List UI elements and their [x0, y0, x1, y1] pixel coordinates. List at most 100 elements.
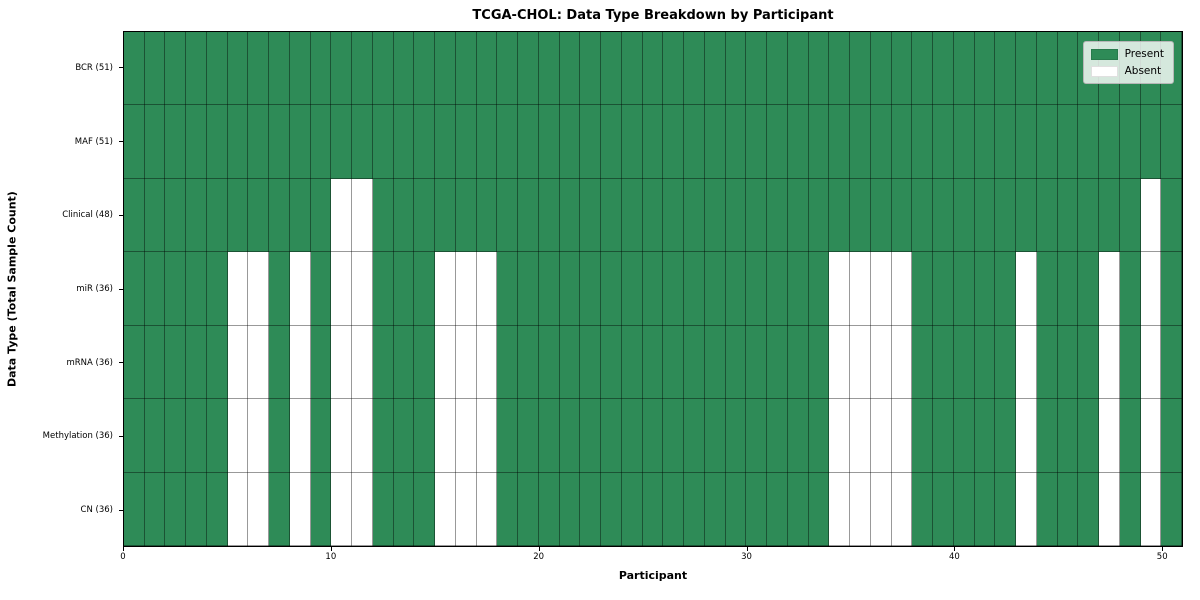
x-tick-label: 20: [533, 552, 545, 562]
heatmap-cell: [601, 325, 622, 400]
heatmap-cell: [186, 178, 207, 253]
heatmap-cell: [144, 105, 166, 179]
heatmap-cell: [144, 399, 166, 473]
heatmap-cell: [1099, 325, 1120, 400]
legend-swatch-present: [1090, 48, 1118, 60]
heatmap-cell: [538, 472, 560, 546]
heatmap-cell: [621, 472, 643, 546]
legend-label-absent: Absent: [1124, 65, 1162, 77]
heatmap-cell: [850, 399, 871, 473]
heatmap-cell: [580, 252, 602, 326]
y-axis-label: Data Type (Total Sample Count): [5, 191, 19, 387]
heatmap-cell: [1119, 252, 1141, 326]
heatmap-cell: [186, 472, 207, 546]
heatmap-cell: [289, 472, 311, 546]
x-tick-mark: [954, 547, 956, 551]
heatmap-cell: [414, 32, 436, 106]
heatmap-cell: [1119, 472, 1141, 546]
heatmap-cell: [974, 178, 996, 253]
heatmap-cell: [1036, 325, 1058, 400]
heatmap-cell: [248, 105, 270, 179]
heatmap-cell: [829, 399, 851, 473]
heatmap-cell: [912, 399, 934, 473]
heatmap-cell: [248, 399, 270, 473]
heatmap-cell: [435, 32, 456, 106]
heatmap-cell: [580, 399, 602, 473]
heatmap-cell: [289, 252, 311, 326]
heatmap-cell: [518, 105, 539, 179]
heatmap-cell: [310, 105, 332, 179]
heatmap-cell: [476, 399, 498, 473]
y-tick-mark: [119, 141, 123, 143]
heatmap-cell: [186, 399, 207, 473]
heatmap-cell: [1036, 178, 1058, 253]
heatmap-cell: [933, 105, 954, 179]
heatmap-cell: [414, 252, 436, 326]
heatmap-cell: [621, 178, 643, 253]
heatmap-cell: [518, 472, 539, 546]
heatmap-cell: [1161, 105, 1182, 179]
heatmap-cell: [455, 252, 477, 326]
heatmap-cell: [186, 105, 207, 179]
heatmap-cell: [559, 252, 581, 326]
heatmap-cell: [580, 178, 602, 253]
heatmap-cell: [808, 252, 830, 326]
heatmap-cell: [206, 105, 228, 179]
heatmap-cell: [206, 32, 228, 106]
heatmap-cell: [1078, 252, 1100, 326]
x-tick-mark: [330, 547, 332, 551]
heatmap-cell: [227, 32, 249, 106]
heatmap-cell: [538, 32, 560, 106]
heatmap-cell: [1016, 399, 1037, 473]
heatmap-cell: [414, 325, 436, 400]
x-tick-label: 0: [120, 552, 126, 562]
heatmap-cell: [455, 399, 477, 473]
heatmap-cell: [663, 472, 685, 546]
heatmap-cell: [829, 105, 851, 179]
x-axis-label: Participant: [618, 569, 688, 582]
heatmap-cell: [1119, 325, 1141, 400]
heatmap-cell: [891, 252, 913, 326]
heatmap-cell: [414, 472, 436, 546]
heatmap-cell: [621, 252, 643, 326]
heatmap-cell: [124, 325, 145, 400]
heatmap-cell: [352, 252, 373, 326]
heatmap-cell: [1099, 105, 1120, 179]
heatmap-cell: [933, 399, 954, 473]
heatmap-cell: [870, 105, 892, 179]
heatmap-cell: [497, 178, 519, 253]
heatmap-cell: [787, 325, 809, 400]
heatmap-cell: [1119, 178, 1141, 253]
heatmap-cell: [269, 472, 290, 546]
y-tick-mark: [119, 288, 123, 290]
heatmap-cell: [601, 252, 622, 326]
heatmap-cell: [352, 472, 373, 546]
heatmap-cell: [310, 399, 332, 473]
x-tick-label: 40: [948, 552, 960, 562]
heatmap-cell: [310, 252, 332, 326]
heatmap-cell: [663, 325, 685, 400]
heatmap-cell: [559, 32, 581, 106]
heatmap-cell: [850, 32, 871, 106]
heatmap-cell: [248, 178, 270, 253]
heatmap-cell: [704, 178, 726, 253]
heatmap-cell: [393, 399, 415, 473]
heatmap-cell: [933, 178, 954, 253]
heatmap-cell: [372, 472, 394, 546]
heatmap-cell: [850, 178, 871, 253]
heatmap-cell: [165, 105, 187, 179]
heatmap-cell: [227, 399, 249, 473]
heatmap-cell: [497, 399, 519, 473]
heatmap-cell: [497, 472, 519, 546]
heatmap-cell: [1016, 472, 1037, 546]
heatmap-cell: [269, 325, 290, 400]
heatmap-cell: [1119, 399, 1141, 473]
heatmap-cell: [580, 105, 602, 179]
heatmap-cell: [165, 178, 187, 253]
heatmap-cell: [124, 252, 145, 326]
heatmap-cell: [704, 32, 726, 106]
heatmap-cell: [1140, 105, 1162, 179]
heatmap-cell: [746, 325, 768, 400]
heatmap-cell: [1161, 178, 1182, 253]
heatmap-cell: [538, 105, 560, 179]
